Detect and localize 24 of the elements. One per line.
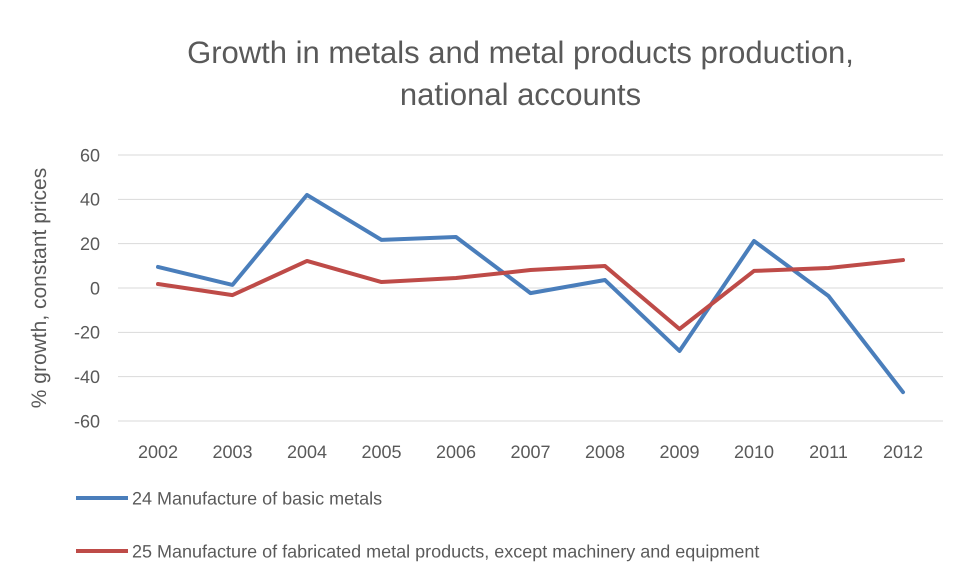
- x-tick-label: 2002: [138, 442, 178, 462]
- legend-label: 25 Manufacture of fabricated metal products, except machinery and equipment: [132, 541, 760, 562]
- line-series: [156, 258, 905, 332]
- x-tick-label: 2005: [361, 442, 402, 462]
- x-tick-label: 2006: [436, 442, 476, 462]
- chart-title: Growth in metals and metal products production, national accounts: [187, 35, 854, 112]
- x-tick-label: 2004: [286, 442, 328, 462]
- x-tick-label: 2009: [659, 442, 700, 462]
- y-tick-label: -40: [74, 366, 100, 387]
- x-tick-label: 2008: [584, 442, 626, 462]
- line-series: [156, 192, 905, 394]
- y-tick-label: 0: [90, 278, 100, 298]
- x-tick-label: 2003: [212, 442, 253, 462]
- y-tick-label: -60: [74, 411, 100, 432]
- y-tick-label: 40: [80, 190, 100, 210]
- x-tick-label: 2012: [882, 442, 924, 462]
- y-tick-label: 20: [80, 234, 100, 254]
- x-tick-label: 2011: [809, 442, 848, 462]
- y-tick-label: -20: [74, 322, 100, 343]
- y-tick-label: 60: [80, 145, 100, 166]
- y-axis-title: % growth, constant prices: [28, 168, 51, 408]
- x-tick-label: 2010: [734, 442, 774, 462]
- legend-label: 24 Manufacture of basic metals: [132, 488, 382, 508]
- x-tick-label: 2007: [510, 442, 551, 462]
